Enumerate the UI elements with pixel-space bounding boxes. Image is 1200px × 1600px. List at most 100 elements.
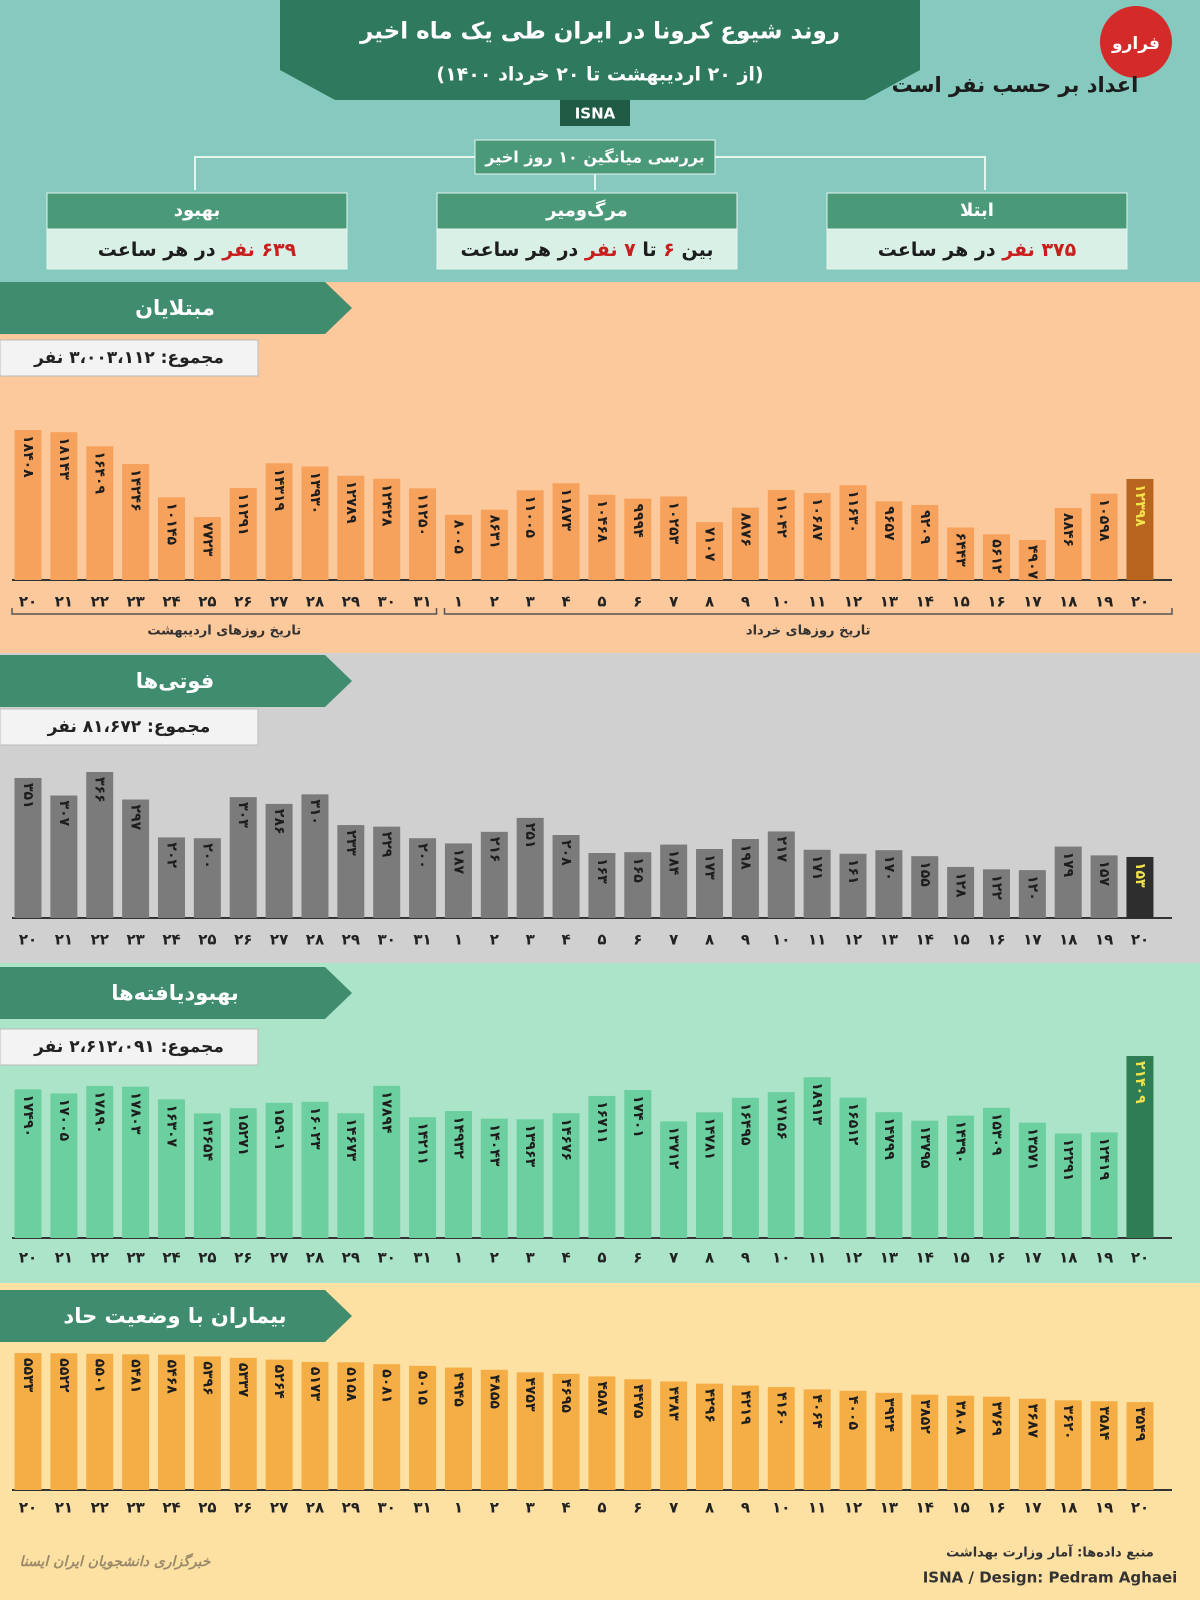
bar-label: ۱۷۳	[702, 854, 718, 880]
x-tick-label: ۲۴	[162, 1249, 180, 1267]
x-tick-label: ۷	[669, 1499, 678, 1517]
bar-label: ۱۴۷۸۱	[702, 1117, 718, 1160]
bar-label: ۵۴۶۸	[163, 1360, 179, 1395]
bar-label: ۱۱۸۷۳	[558, 488, 574, 531]
x-tick-label: ۲۰	[1131, 931, 1149, 949]
bar	[373, 1085, 401, 1238]
bar	[50, 1093, 78, 1238]
bar	[229, 1108, 257, 1238]
x-tick-label: ۳۱	[413, 593, 431, 611]
x-tick-label: ۶	[633, 1499, 642, 1517]
x-tick-label: ۱۷	[1023, 1249, 1041, 1267]
summary-part: بین	[675, 239, 714, 261]
bar-label: ۸۸۴۶	[1060, 513, 1076, 547]
x-tick-label: ۲۸	[306, 1499, 324, 1517]
bar-label: ۲۲۹	[379, 832, 395, 858]
x-tick-label: ۱۴	[916, 593, 934, 611]
x-tick-label: ۲	[490, 1499, 499, 1517]
bar-label: ۲۱۶	[486, 837, 502, 863]
bar-label: ۲۱۷	[773, 836, 789, 862]
x-tick-label: ۱	[454, 931, 463, 949]
x-tick-label: ۲۷	[270, 1249, 288, 1267]
bar-label: ۱۵۳	[1132, 862, 1148, 888]
x-tick-label: ۱۶	[987, 1499, 1005, 1517]
bar	[1054, 846, 1082, 918]
x-tick-label: ۱۵	[951, 1499, 969, 1517]
watermark: خبرگزاری دانشجویان ایران ایسنا	[20, 1553, 212, 1570]
bar	[696, 1112, 724, 1238]
bar	[552, 835, 580, 918]
bar	[265, 463, 293, 580]
bar	[803, 492, 831, 580]
bar	[767, 1092, 795, 1238]
bar	[660, 496, 688, 580]
bar	[193, 1356, 221, 1490]
bar-label: ۱۱۰۴۲	[773, 495, 789, 538]
bar	[696, 522, 724, 580]
x-tick-label: ۲۵	[198, 1499, 216, 1517]
x-tick-label: ۱۴	[916, 931, 934, 949]
bar-label: ۵۵۲۲	[56, 1358, 72, 1393]
bar	[839, 853, 867, 918]
bar-label: ۱۵۳۰۹	[988, 1113, 1004, 1156]
x-tick-label: ۲۱	[55, 1249, 73, 1267]
bar-label: ۱۴۹۳۲	[450, 1116, 466, 1159]
bar	[624, 1379, 652, 1490]
bar-label: ۲۰۰	[415, 843, 431, 869]
bar	[516, 1372, 544, 1490]
bar-label: ۱۴۶۵۴	[199, 1118, 215, 1161]
bar-label: ۱۸۹۱۳	[809, 1082, 825, 1125]
bar	[86, 1085, 114, 1238]
bar-label: ۱۲۲۹۱	[1060, 1139, 1076, 1182]
x-tick-label: ۲۰	[19, 1499, 37, 1517]
section-title: بیماران با وضعیت حاد	[63, 1304, 286, 1328]
x-tick-label: ۱۶	[987, 593, 1005, 611]
bar	[982, 1396, 1010, 1490]
bar	[444, 843, 472, 918]
x-tick-label: ۳۰	[378, 1499, 396, 1517]
bar	[803, 849, 831, 918]
bar-label: ۱۷۰۰۵	[56, 1098, 72, 1141]
bar-label: ۴۶۹۵	[558, 1379, 574, 1414]
x-tick-label: ۱۲	[844, 1499, 862, 1517]
x-tick-label: ۱۱	[808, 931, 826, 949]
bar-label: ۹۶۵۷	[881, 506, 897, 541]
bar	[516, 1119, 544, 1238]
bar	[229, 1357, 257, 1490]
group-label: تاریخ روزهای خرداد	[746, 624, 871, 639]
summary-box-title: مرگ‌ومیر	[545, 199, 628, 221]
bar-label: ۴۴۷۵	[630, 1384, 646, 1419]
bar-label: ۱۶۴۰۹	[92, 451, 108, 494]
x-tick-label: ۸	[705, 593, 714, 611]
x-tick-label: ۹	[741, 593, 750, 611]
bar	[444, 1111, 472, 1238]
bar-label: ۱۱۲۵۰	[415, 493, 431, 536]
bar-label: ۳۵۴۹	[1132, 1407, 1148, 1442]
total-box	[0, 339, 259, 377]
x-tick-label: ۴	[561, 1499, 570, 1517]
bar-label: ۴۸۵۵	[486, 1375, 502, 1410]
bar	[982, 1107, 1010, 1238]
bar-label: ۲۳۳	[343, 830, 359, 856]
group-bracket	[443, 608, 1173, 615]
x-tick-label: ۲۰	[19, 1249, 37, 1267]
bar-label: ۱۱۰۰۵	[522, 495, 538, 538]
title: روند شیوع کرونا در ایران طی یک ماه اخیر	[359, 19, 840, 45]
bar-label: ۱۷۴۹۰	[20, 1094, 36, 1137]
bar	[157, 1354, 185, 1490]
bar-label: ۱۸۱۴۳	[56, 437, 72, 480]
x-tick-label: ۲۹	[342, 1499, 360, 1517]
x-tick-label: ۱۹	[1095, 593, 1113, 611]
source: منبع داده‌ها: آمار وزارت بهداشت	[946, 1544, 1154, 1561]
x-tick-label: ۷	[669, 593, 678, 611]
x-tick-label: ۱۰	[772, 593, 790, 611]
bar	[122, 1354, 150, 1490]
bar	[875, 1112, 903, 1238]
bar-label: ۱۵۵	[917, 861, 933, 887]
x-tick-label: ۸	[705, 1249, 714, 1267]
bar-label: ۲۰۰	[199, 843, 215, 869]
x-tick-label: ۲۲	[91, 931, 109, 949]
bar	[660, 1381, 688, 1490]
bar	[86, 1353, 114, 1490]
bar-label: ۲۰۸	[558, 840, 574, 866]
